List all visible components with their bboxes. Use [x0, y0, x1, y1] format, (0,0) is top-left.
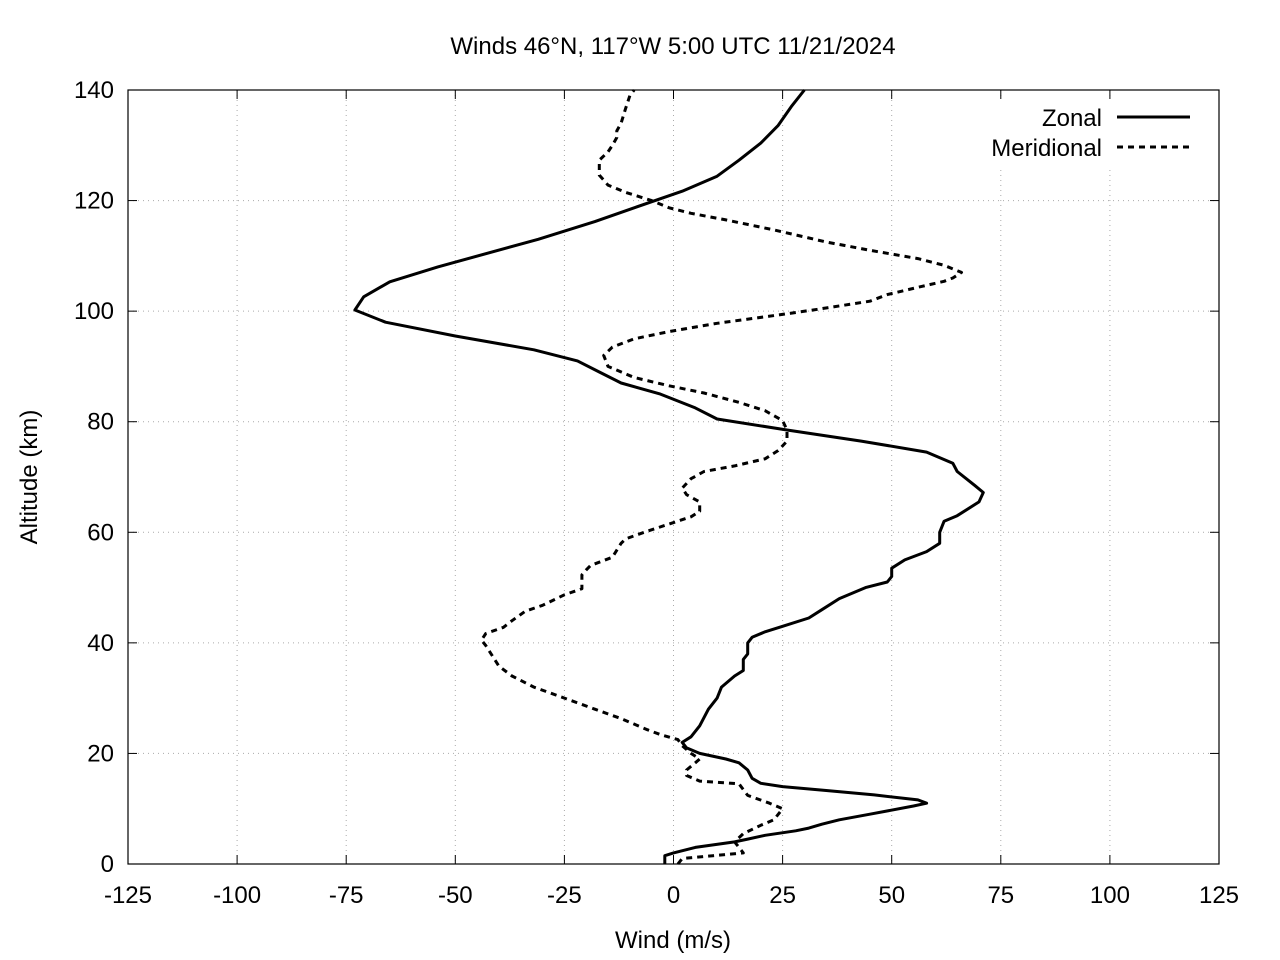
x-tick-label: -125: [104, 882, 152, 909]
tick-labels: -125 -100 -75 -50 -25 0 25 50 75 100 125 0 20 40 60 80 1…: [74, 77, 1239, 909]
y-tick-label: 100: [74, 298, 114, 325]
legend-background: [972, 100, 1200, 168]
x-tick-label: 75: [987, 882, 1014, 909]
x-tick-label: -50: [438, 882, 473, 909]
x-tick-label: 0: [667, 882, 680, 909]
x-tick-label: -100: [213, 882, 261, 909]
y-tick-label: 20: [87, 740, 114, 767]
y-tick-label: 80: [87, 409, 114, 436]
series-line-meridional: [480, 89, 963, 865]
y-tick-label: 140: [74, 77, 114, 104]
x-tick-label: -25: [547, 882, 582, 909]
legend-label-zonal: Zonal: [1042, 105, 1102, 132]
series-lines: [353, 89, 985, 865]
axis-ticks: [127, 89, 1220, 865]
y-axis-label: Altitude (km): [16, 410, 43, 545]
y-tick-label: 0: [101, 851, 114, 878]
y-tick-label: 40: [87, 630, 114, 657]
y-tick-label: 120: [74, 188, 114, 215]
series-line-zonal: [353, 89, 985, 864]
x-tick-label: 125: [1199, 882, 1239, 909]
x-tick-label: -75: [329, 882, 364, 909]
legend-label-meridional: Meridional: [991, 135, 1102, 162]
legend: Zonal Meridional: [972, 100, 1200, 168]
x-tick-label: 50: [878, 882, 905, 909]
grid-lines: [128, 90, 1219, 864]
x-tick-label: 25: [769, 882, 796, 909]
y-tick-label: 60: [87, 519, 114, 546]
x-axis-label: Wind (m/s): [615, 927, 731, 954]
x-tick-label: 100: [1090, 882, 1130, 909]
chart-title: Winds 46°N, 117°W 5:00 UTC 11/21/2024: [450, 33, 895, 60]
